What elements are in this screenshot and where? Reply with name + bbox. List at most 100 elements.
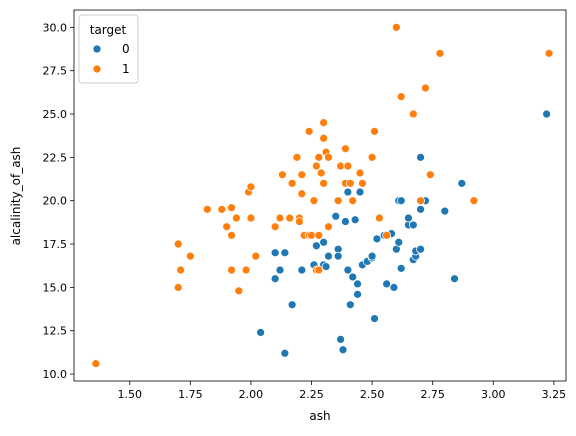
point-series-1-10 (227, 265, 236, 275)
point-series-0-13 (321, 262, 331, 271)
point-series-1-16 (246, 213, 256, 223)
point-series-1-2 (173, 283, 183, 292)
y-tick-label: 15.0 (43, 281, 68, 294)
point-series-1-58 (391, 22, 401, 32)
legend-title: target (90, 23, 127, 37)
point-series-1-40 (319, 118, 329, 128)
x-axis-label: ash (309, 409, 330, 423)
x-tick-label: 2.00 (239, 388, 264, 401)
point-series-1-44 (324, 222, 333, 232)
legend-marker-0 (92, 44, 102, 54)
point-series-0-32 (367, 251, 377, 261)
legend-marker-1 (92, 64, 102, 74)
point-series-1-56 (375, 213, 384, 223)
y-tick-label: 20.0 (43, 195, 68, 208)
point-series-0-22 (343, 187, 353, 197)
point-series-0-2 (270, 248, 280, 258)
point-series-1-17 (251, 251, 261, 261)
x-ticks: 1.50 1.75 2.00 2.25 2.50 2.75 3.00 3.25 (117, 381, 566, 401)
point-series-0-1 (270, 274, 280, 284)
point-series-0-28 (355, 187, 365, 197)
point-series-0-38 (389, 283, 399, 292)
point-series-0-4 (280, 248, 290, 258)
point-series-1-66 (544, 48, 554, 58)
point-series-0-11 (319, 237, 329, 247)
point-series-1-41 (319, 178, 329, 188)
point-series-1-60 (408, 109, 418, 119)
point-series-1-57 (382, 230, 392, 240)
point-series-1-38 (316, 168, 326, 178)
point-series-0-5 (280, 348, 290, 358)
y-tick-label: 22.5 (43, 151, 68, 164)
point-series-1-21 (285, 213, 295, 223)
point-series-0-56 (457, 178, 467, 188)
point-series-0-50 (416, 244, 425, 254)
point-series-0-55 (450, 274, 459, 284)
point-series-0-33 (370, 314, 379, 323)
point-series-1-37 (314, 265, 324, 275)
point-series-0-51 (416, 204, 425, 214)
point-series-1-31 (307, 230, 316, 240)
point-series-1-61 (416, 196, 425, 206)
point-series-1-65 (469, 196, 479, 206)
point-series-0-9 (311, 241, 321, 251)
x-tick-label: 1.75 (178, 388, 203, 401)
point-series-0-24 (348, 272, 358, 282)
y-ticks: 10.0 12.5 15.0 17.5 20.0 22.5 25.0 27.5 30.0 (43, 21, 74, 381)
point-series-1-59 (396, 92, 406, 102)
y-tick-label: 17.5 (43, 238, 68, 251)
point-series-1-52 (355, 168, 365, 178)
y-tick-label: 10.0 (43, 368, 68, 381)
x-tick-label: 3.00 (481, 388, 506, 401)
point-series-0-17 (333, 251, 343, 261)
point-series-1-5 (202, 204, 212, 214)
point-series-1-53 (358, 178, 367, 188)
point-series-0-54 (440, 206, 450, 216)
y-tick-label: 30.0 (43, 21, 68, 34)
legend: target 0 1 (78, 14, 139, 84)
legend-box (78, 14, 139, 84)
point-series-0-57 (542, 109, 551, 119)
point-series-1-3 (176, 265, 186, 275)
point-series-1-7 (222, 222, 232, 232)
point-series-0-47 (408, 220, 418, 230)
point-series-1-4 (185, 251, 195, 261)
point-series-1-43 (324, 152, 333, 162)
point-series-1-33 (311, 161, 321, 171)
point-series-1-26 (297, 189, 307, 199)
point-series-0-19 (338, 345, 348, 355)
point-series-1-30 (304, 126, 314, 136)
point-series-1-9 (227, 230, 236, 240)
point-series-1-62 (421, 83, 430, 93)
point-series-0-27 (353, 289, 362, 299)
point-series-1-51 (348, 196, 358, 206)
point-series-0-34 (372, 234, 382, 244)
point-series-0-18 (336, 335, 345, 344)
point-series-0-36 (382, 279, 392, 289)
x-tick-label: 1.50 (117, 388, 142, 401)
legend-label-0: 0 (122, 42, 130, 56)
point-series-0-25 (350, 215, 360, 225)
axes-frame (73, 9, 567, 382)
point-series-0-3 (275, 265, 285, 275)
point-series-1-48 (341, 144, 350, 154)
y-tick-label: 12.5 (43, 325, 68, 338)
point-series-1-50 (345, 178, 355, 188)
point-series-0-23 (345, 300, 355, 310)
point-series-1-0 (91, 359, 101, 369)
point-series-0-14 (324, 251, 333, 261)
y-tick-label: 25.0 (43, 108, 68, 121)
point-series-1-49 (343, 161, 353, 171)
point-series-1-46 (336, 161, 345, 171)
point-series-1-18 (270, 222, 280, 232)
point-series-1-13 (241, 265, 251, 275)
point-series-1-54 (367, 152, 377, 162)
point-series-1-12 (234, 286, 244, 296)
point-series-0-45 (404, 213, 413, 223)
point-series-1-45 (333, 196, 343, 206)
point-series-1-35 (314, 230, 324, 240)
x-tick-label: 2.25 (299, 388, 324, 401)
point-series-1-27 (297, 170, 307, 180)
legend-label-1: 1 (122, 62, 130, 76)
